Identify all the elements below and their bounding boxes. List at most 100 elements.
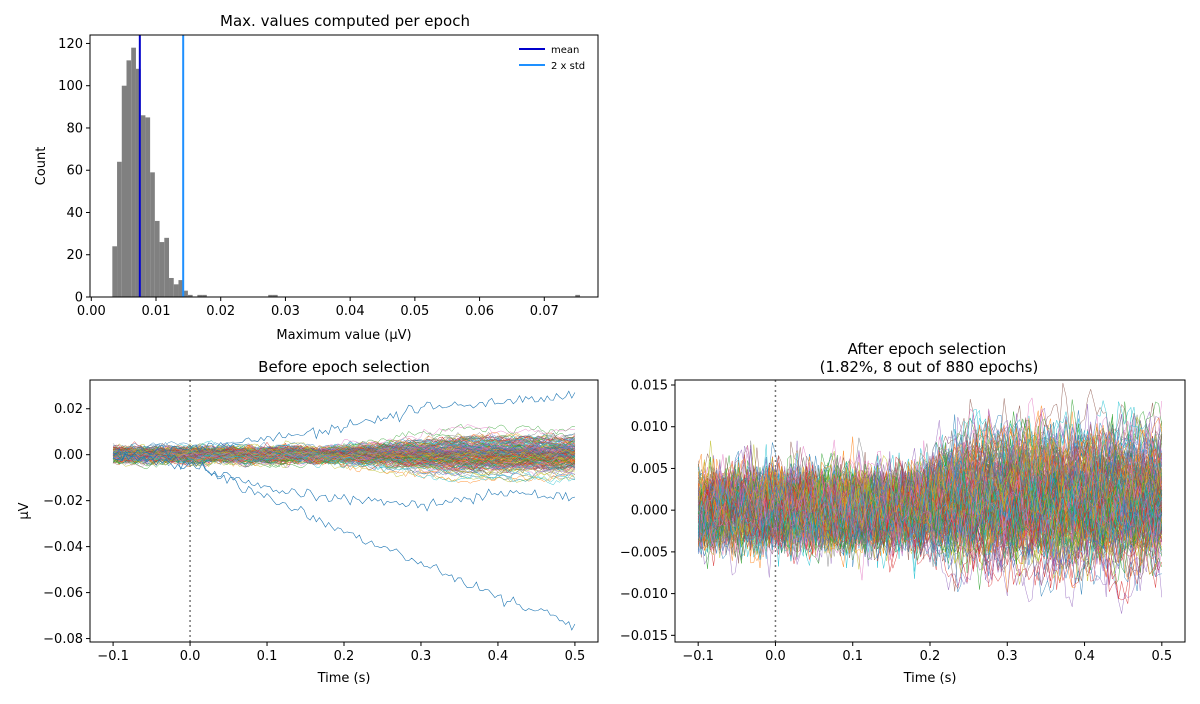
x-tick-label: 0.02 [206, 304, 235, 319]
histogram-bar [145, 117, 151, 297]
histogram-bar [164, 237, 170, 297]
histogram-bar [150, 172, 155, 297]
y-tick-label: −0.02 [43, 494, 83, 509]
before-traces [112, 390, 576, 631]
y-tick-label: 0.015 [631, 379, 668, 394]
epoch-trace [112, 447, 576, 463]
x-tick-label: 0.4 [488, 649, 509, 664]
x-tick-label: 0.0 [765, 649, 786, 664]
y-tick-label: 120 [58, 37, 83, 52]
before-frame [89, 379, 599, 643]
x-tick-label: 0.2 [920, 649, 941, 664]
after-xlabel: Time (s) [903, 671, 957, 686]
y-tick-label: 40 [66, 206, 83, 221]
before-y-ticks: −0.08 −0.06 −0.04 −0.02 0.00 0.02 [43, 402, 90, 647]
histogram-bar [575, 294, 581, 297]
after-subtitle: (1.82%, 8 out of 880 epochs) [820, 358, 1039, 376]
histogram-bar [197, 294, 203, 297]
x-tick-label: 0.5 [1151, 649, 1172, 664]
after-selection-chart: After epoch selection (1.82%, 8 out of 8… [620, 340, 1186, 686]
x-tick-label: 0.2 [334, 649, 355, 664]
before-xlabel: Time (s) [317, 671, 371, 686]
y-tick-label: −0.04 [43, 540, 83, 555]
histogram-bar [159, 242, 165, 297]
legend-label-mean: mean [551, 45, 579, 56]
histogram-bar [183, 290, 188, 297]
histogram-bars [112, 47, 581, 298]
histogram-bar [121, 85, 127, 297]
histogram-bar [272, 294, 278, 297]
epoch-trace [112, 434, 575, 461]
histogram-bar [117, 161, 122, 297]
histogram-legend: mean 2 x std [519, 45, 585, 72]
x-tick-label: 0.05 [400, 304, 429, 319]
histogram-bar [173, 284, 179, 297]
x-tick-label: 0.3 [411, 649, 432, 664]
x-tick-label: 0.04 [336, 304, 365, 319]
histogram-bar [202, 294, 207, 297]
epoch-trace [697, 426, 1163, 534]
histogram-bar [268, 294, 273, 297]
histogram-chart: Max. values computed per epoch 0.00 0.01 0… [34, 12, 599, 343]
epoch-trace [112, 450, 576, 465]
epoch-trace [697, 451, 1162, 546]
x-tick-label: 0.06 [465, 304, 494, 319]
histogram-ylabel: Count [34, 147, 49, 186]
y-tick-label: −0.010 [620, 587, 668, 602]
y-tick-label: 0.00 [54, 448, 83, 463]
histogram-frame [89, 34, 599, 298]
x-tick-label: 0.1 [257, 649, 278, 664]
y-tick-label: 100 [58, 79, 83, 94]
before-selection-chart: Before epoch selection −0.1 0.0 0.1 0.2 0.3 0… [17, 358, 599, 686]
y-tick-label: 20 [66, 248, 83, 263]
histogram-bar [112, 246, 118, 297]
histogram-y-ticks: 0 20 40 60 80 100 120 [58, 37, 90, 306]
epoch-trace [697, 417, 1163, 546]
x-tick-label: 0.5 [565, 649, 586, 664]
histogram-xlabel: Maximum value (µV) [276, 328, 411, 343]
x-tick-label: 0.00 [77, 304, 106, 319]
histogram-title: Max. values computed per epoch [220, 12, 470, 30]
y-tick-label: −0.015 [620, 629, 668, 644]
x-tick-label: −0.1 [682, 649, 714, 664]
legend-label-2std: 2 x std [551, 61, 585, 72]
x-tick-label: 0.03 [271, 304, 300, 319]
epoch-trace [112, 448, 576, 483]
outlier-trace [112, 453, 576, 631]
x-tick-label: 0.3 [997, 649, 1018, 664]
after-traces [697, 383, 1163, 614]
x-tick-label: 0.01 [142, 304, 171, 319]
histogram-bar [126, 60, 132, 297]
before-title: Before epoch selection [258, 358, 430, 376]
y-tick-label: −0.005 [620, 545, 668, 560]
histogram-bar [135, 68, 141, 297]
y-tick-label: 80 [66, 121, 83, 136]
epoch-trace [697, 459, 1163, 554]
histogram-bar [131, 47, 136, 298]
histogram-vlines [138, 35, 185, 297]
x-tick-label: −0.1 [97, 649, 129, 664]
y-tick-label: −0.08 [43, 632, 83, 647]
histogram-bar [187, 294, 193, 297]
x-tick-label: 0.0 [180, 649, 201, 664]
y-tick-label: 0 [75, 291, 83, 306]
histogram-x-ticks: 0.00 0.01 0.02 0.03 0.04 0.05 0.06 0.07 [77, 297, 559, 319]
epoch-trace [697, 485, 1163, 585]
y-tick-label: −0.06 [43, 586, 83, 601]
histogram-bar [178, 280, 184, 297]
after-title: After epoch selection [848, 340, 1007, 358]
before-x-ticks: −0.1 0.0 0.1 0.2 0.3 0.4 0.5 [97, 642, 585, 664]
epoch-trace [113, 432, 576, 453]
y-tick-label: 0.005 [631, 462, 668, 477]
y-tick-label: 0.02 [54, 402, 83, 417]
x-tick-label: 0.1 [842, 649, 863, 664]
y-tick-label: 0.000 [631, 504, 668, 519]
x-tick-label: 0.4 [1074, 649, 1095, 664]
after-x-ticks: −0.1 0.0 0.1 0.2 0.3 0.4 0.5 [682, 642, 1172, 664]
y-tick-label: 60 [66, 164, 83, 179]
y-tick-label: 0.010 [631, 420, 668, 435]
histogram-bar [154, 220, 160, 297]
epoch-trace [112, 442, 575, 458]
after-y-ticks: −0.015 −0.010 −0.005 0.000 0.005 0.010 0.015 [620, 379, 675, 644]
